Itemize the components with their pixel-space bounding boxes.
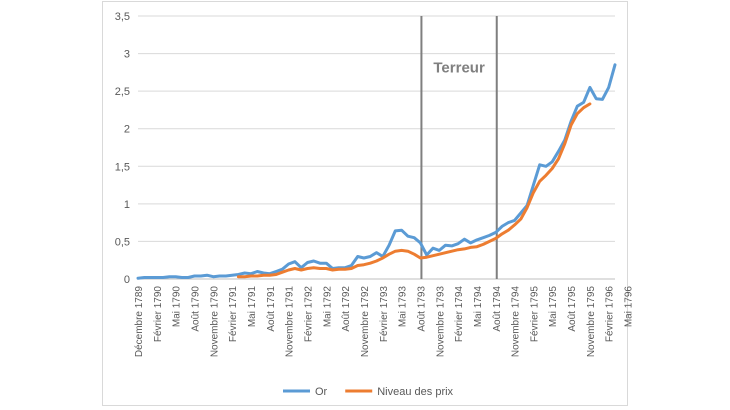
x-axis-ticks: Décembre 1789 Février 1790 Mai 1790 Août 17… [134, 286, 635, 358]
x-tick-label: Février 1795 [529, 286, 540, 343]
x-tick-label: Novembre 1794 [511, 286, 522, 358]
y-tick-label: 1,5 [115, 161, 130, 173]
series-line [136, 63, 617, 280]
x-tick-label: Mai 1790 [172, 286, 183, 328]
gridlines [138, 15, 615, 242]
x-tick-label: Mai 1794 [473, 286, 484, 328]
x-tick-label: Février 1793 [379, 286, 390, 343]
y-tick-label: 3 [124, 49, 130, 61]
x-tick-label: Mai 1792 [322, 286, 333, 328]
series-line [236, 102, 592, 279]
x-tick-label: Novembre 1793 [435, 286, 446, 358]
x-tick-label: Février 1792 [303, 286, 314, 343]
x-tick-label: Décembre 1789 [134, 286, 145, 358]
legend-label: Niveau des prix [377, 386, 453, 398]
terreur-period-markers [420, 16, 498, 279]
series-lines [136, 63, 617, 280]
x-tick-label: Mai 1796 [624, 286, 635, 328]
y-tick-label: 0,5 [115, 236, 130, 248]
x-tick-label: Novembre 1791 [285, 286, 296, 358]
y-tick-label: 2,5 [115, 86, 130, 98]
x-tick-label: Février 1794 [454, 286, 465, 343]
y-tick-label: 2 [124, 124, 130, 136]
y-axis-ticks: 0 0,5 1 1,5 2 2,5 3 3,5 [115, 11, 130, 286]
x-tick-label: Août 1792 [341, 286, 352, 332]
x-tick-label: Novembre 1790 [209, 286, 220, 358]
y-tick-label: 0 [124, 274, 130, 286]
y-tick-label: 1 [124, 199, 130, 211]
x-tick-label: Août 1795 [567, 286, 578, 332]
x-tick-label: Février 1791 [228, 286, 239, 343]
legend: Or Niveau des prix [283, 386, 454, 398]
x-tick-label: Août 1791 [266, 286, 277, 332]
x-tick-label: Mai 1791 [247, 286, 258, 328]
y-tick-label: 3,5 [115, 11, 130, 23]
x-tick-label: Août 1790 [190, 286, 201, 332]
x-tick-label: Août 1793 [416, 286, 427, 332]
x-tick-label: Février 1796 [605, 286, 616, 343]
x-tick-label: Février 1790 [153, 286, 164, 343]
x-tick-label: Août 1794 [492, 286, 503, 332]
x-tick-label: Novembre 1792 [360, 286, 371, 358]
x-tick-label: Mai 1793 [398, 286, 409, 328]
x-tick-label: Mai 1795 [548, 286, 559, 328]
terreur-annotation: Terreur [433, 59, 485, 76]
legend-label: Or [315, 386, 328, 398]
x-tick-label: Novembre 1795 [586, 286, 597, 358]
